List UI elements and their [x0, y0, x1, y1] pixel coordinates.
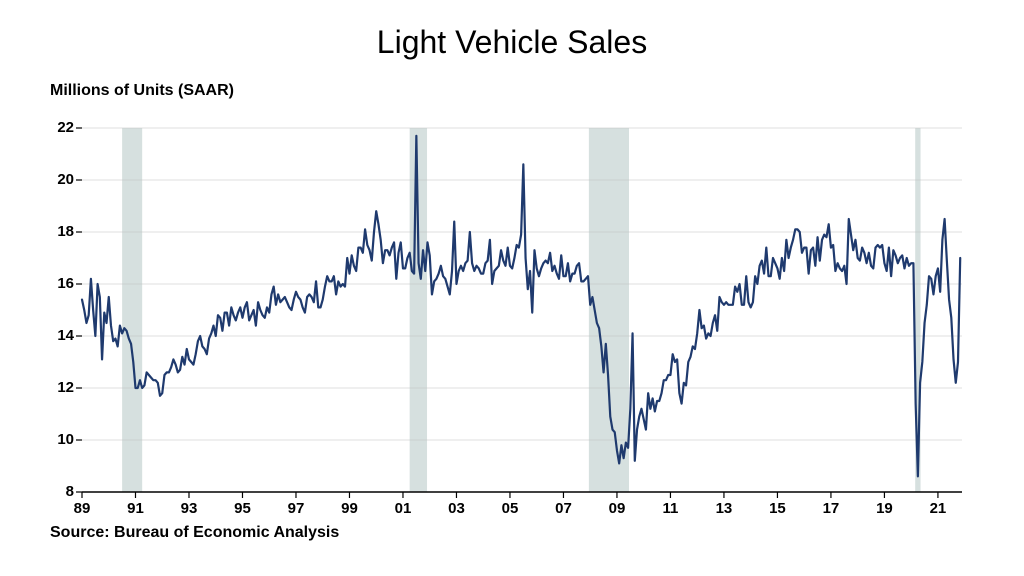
xtick-label: 05 — [498, 500, 522, 517]
ytick-label: 16 — [46, 275, 74, 292]
xtick-label: 99 — [337, 500, 361, 517]
ytick-label: 12 — [46, 379, 74, 396]
xtick-label: 95 — [230, 500, 254, 517]
xtick-label: 89 — [70, 500, 94, 517]
plot-svg — [82, 128, 962, 492]
xtick-label: 13 — [712, 500, 736, 517]
xtick-label: 93 — [177, 500, 201, 517]
ytick-label: 10 — [46, 431, 74, 448]
xtick-label: 07 — [551, 500, 575, 517]
xtick-label: 11 — [658, 500, 682, 517]
ytick-label: 14 — [46, 327, 74, 344]
ytick-label: 18 — [46, 223, 74, 240]
xtick-label: 97 — [284, 500, 308, 517]
xtick-label: 15 — [765, 500, 789, 517]
xtick-label: 09 — [605, 500, 629, 517]
xtick-label: 91 — [123, 500, 147, 517]
plot-area — [82, 128, 962, 492]
xtick-label: 01 — [391, 500, 415, 517]
xtick-label: 03 — [444, 500, 468, 517]
ytick-label: 8 — [46, 483, 74, 500]
ytick-label: 22 — [46, 119, 74, 136]
chart-source: Source: Bureau of Economic Analysis — [50, 524, 339, 542]
xtick-label: 17 — [819, 500, 843, 517]
chart-subtitle: Millions of Units (SAAR) — [50, 82, 234, 100]
xtick-label: 21 — [926, 500, 950, 517]
chart-container: Light Vehicle Sales Millions of Units (S… — [0, 0, 1024, 576]
chart-title: Light Vehicle Sales — [0, 24, 1024, 61]
xtick-label: 19 — [872, 500, 896, 517]
ytick-label: 20 — [46, 171, 74, 188]
